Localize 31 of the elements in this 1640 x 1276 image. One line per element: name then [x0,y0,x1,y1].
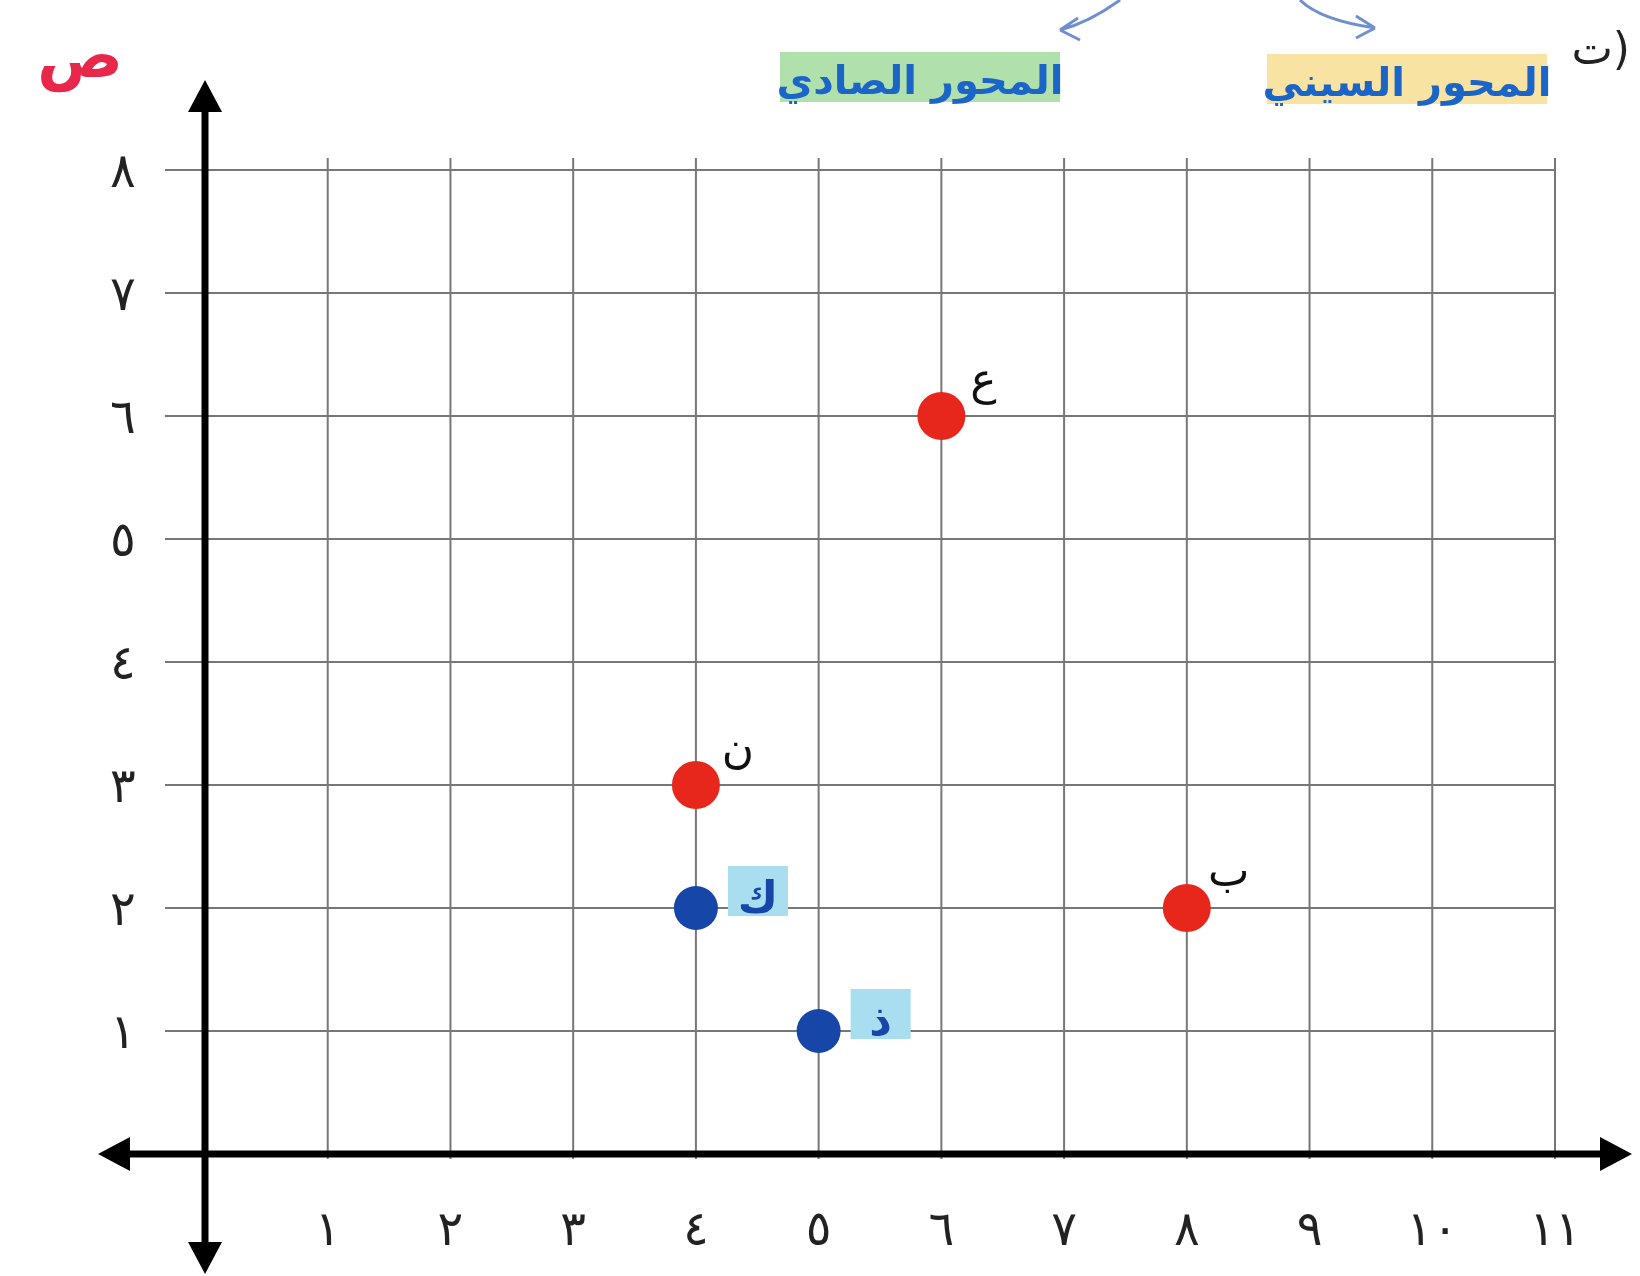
y-tick-label: ٥ [110,511,136,567]
x-tick-label: ٢ [437,1200,464,1256]
x-tick-label: ٥ [805,1200,832,1256]
annotation: ك [737,870,779,922]
x-tick-label: ١٠ [1406,1200,1459,1256]
point [1162,884,1211,932]
point [671,761,720,809]
x-tick-label: ٤ [683,1200,709,1256]
x-tick-label: ٨ [1173,1200,1200,1256]
point [796,1009,841,1053]
y-tick-label: ٨ [110,142,136,198]
y-tick-label: ٦ [110,388,136,444]
y-tick-label: ٧ [110,265,136,321]
x-tick-label: ٣ [560,1200,587,1256]
y-tick-label: ١ [110,1003,136,1059]
y-tick-label: ٢ [110,880,136,936]
annotation: ن [721,721,755,773]
x-tick-label: ١ [314,1200,341,1256]
y-tick-label: ٣ [110,757,136,813]
chart-title: ت) [1571,22,1630,74]
annotation: ع [970,352,997,405]
x-tick-label: ٦ [928,1200,955,1256]
y-tick-label: ٤ [110,634,136,690]
point [673,886,718,930]
y-axis-title: ص [36,18,124,93]
annotation: ب [1208,844,1250,896]
annotation: ذ [869,993,892,1045]
x-tick-label: ١١ [1529,1200,1581,1256]
x-tick-label: ٩ [1296,1200,1323,1256]
x-tick-label: ٧ [1051,1200,1077,1256]
point [917,392,966,440]
